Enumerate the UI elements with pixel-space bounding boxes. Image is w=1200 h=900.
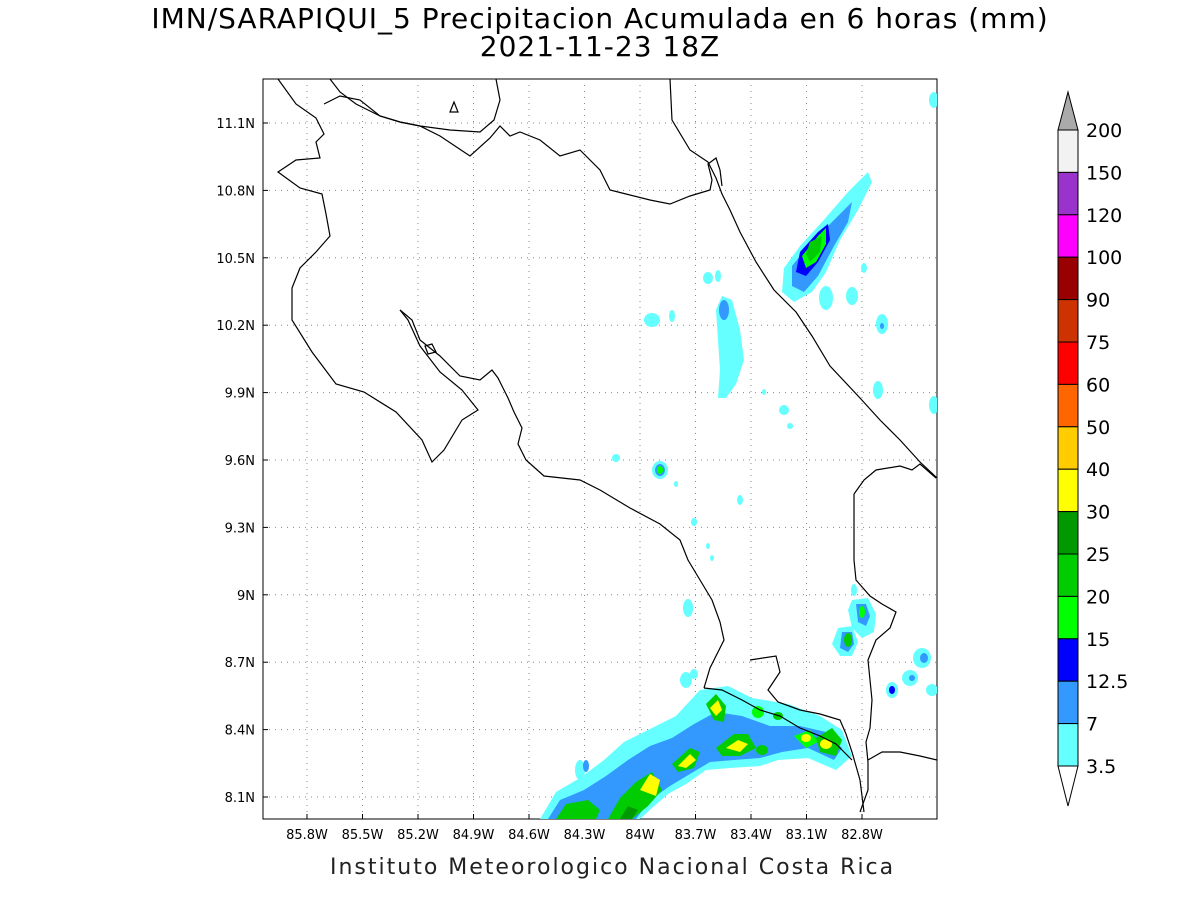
lon-tick-label: 85.8W [286, 828, 328, 843]
map-title: IMN/SARAPIQUI_5 Precipitacion Acumulada … [151, 2, 1049, 35]
footer-credit: Instituto Meteorologico Nacional Costa R… [330, 855, 896, 880]
lon-tick-label: 84.6W [508, 828, 550, 843]
colorbar-label: 20 [1086, 586, 1110, 608]
colorbar-label: 90 [1086, 290, 1110, 312]
colorbar-swatch [1057, 299, 1079, 343]
plot-frame [262, 78, 938, 820]
colorbar-swatch [1057, 553, 1079, 597]
precipitation-field [540, 92, 937, 819]
colorbar-swatch [1057, 214, 1079, 258]
latitude-tick-labels: 11.1N 10.8N 10.5N 10.2N 9.9N 9.6N 9.3N 9N 8.7N 8.… [216, 117, 255, 806]
colorbar-swatch [1057, 723, 1079, 767]
lon-tick-label: 83.1W [786, 828, 828, 843]
lon-tick-label: 84.3W [564, 828, 606, 843]
lon-tick-label: 85.5W [342, 828, 384, 843]
colorbar-bottom-arrow [1057, 765, 1079, 807]
lat-tick-label: 10.8N [216, 184, 255, 199]
colorbar-swatch [1057, 256, 1079, 301]
colorbar-swatch [1057, 129, 1079, 173]
map-subtitle-date: 2021-11-23 18Z [479, 30, 721, 63]
colorbar-label: 15 [1086, 629, 1110, 651]
lat-tick-label: 10.5N [216, 252, 255, 267]
lat-tick-label: 9N [237, 589, 255, 604]
colorbar-label: 7 [1086, 714, 1098, 736]
colorbar-swatch [1057, 595, 1079, 640]
colorbar-label: 120 [1086, 205, 1122, 227]
colorbar-swatch [1057, 171, 1079, 216]
lon-tick-label: 83.7W [675, 828, 717, 843]
colorbar-swatch [1057, 468, 1079, 513]
lat-tick-label: 8.1N [225, 791, 255, 806]
colorbar-label: 200 [1086, 120, 1122, 142]
colorbar-swatch [1057, 383, 1079, 428]
lat-tick-label: 8.4N [225, 724, 255, 739]
colorbar-swatch [1057, 638, 1079, 682]
colorbar-label: 150 [1086, 162, 1122, 184]
lat-tick-label: 9.9N [225, 387, 255, 402]
longitude-tick-labels: 85.8W 85.5W 85.2W 84.9W 84.6W 84.3W 84W 83.7W 83… [286, 828, 883, 843]
colorbar-label: 30 [1086, 502, 1110, 524]
lat-tick-label: 9.3N [225, 521, 255, 536]
colorbar-swatch [1057, 426, 1079, 470]
lat-tick-label: 10.2N [216, 319, 255, 334]
colorbar-label: 100 [1086, 247, 1122, 269]
lon-tick-label: 85.2W [397, 828, 439, 843]
colorbar-label: 3.5 [1086, 756, 1116, 778]
lon-tick-label: 83.4W [730, 828, 772, 843]
lon-tick-label: 82.8W [841, 828, 883, 843]
lat-tick-label: 11.1N [216, 117, 255, 132]
lon-tick-label: 84.9W [453, 828, 495, 843]
colorbar-label: 12.5 [1086, 671, 1128, 693]
lat-tick-label: 9.6N [225, 454, 255, 469]
colorbar-top-arrow [1057, 90, 1079, 131]
colorbar-label: 60 [1086, 374, 1110, 396]
colorbar-swatch [1057, 341, 1079, 385]
colorbar-label: 50 [1086, 417, 1110, 439]
colorbar-swatch [1057, 680, 1079, 725]
lon-tick-label: 84W [625, 828, 655, 843]
colorbar-label: 75 [1086, 332, 1110, 354]
colorbar-legend: 200 150 120 100 90 75 60 50 40 30 25 20 15 12.5 7 3.5 [1057, 90, 1128, 807]
colorbar-label: 40 [1086, 459, 1110, 481]
colorbar-swatch [1057, 511, 1079, 555]
lat-tick-label: 8.7N [225, 656, 255, 671]
colorbar-label: 25 [1086, 544, 1110, 566]
coastlines-borders [276, 79, 937, 813]
